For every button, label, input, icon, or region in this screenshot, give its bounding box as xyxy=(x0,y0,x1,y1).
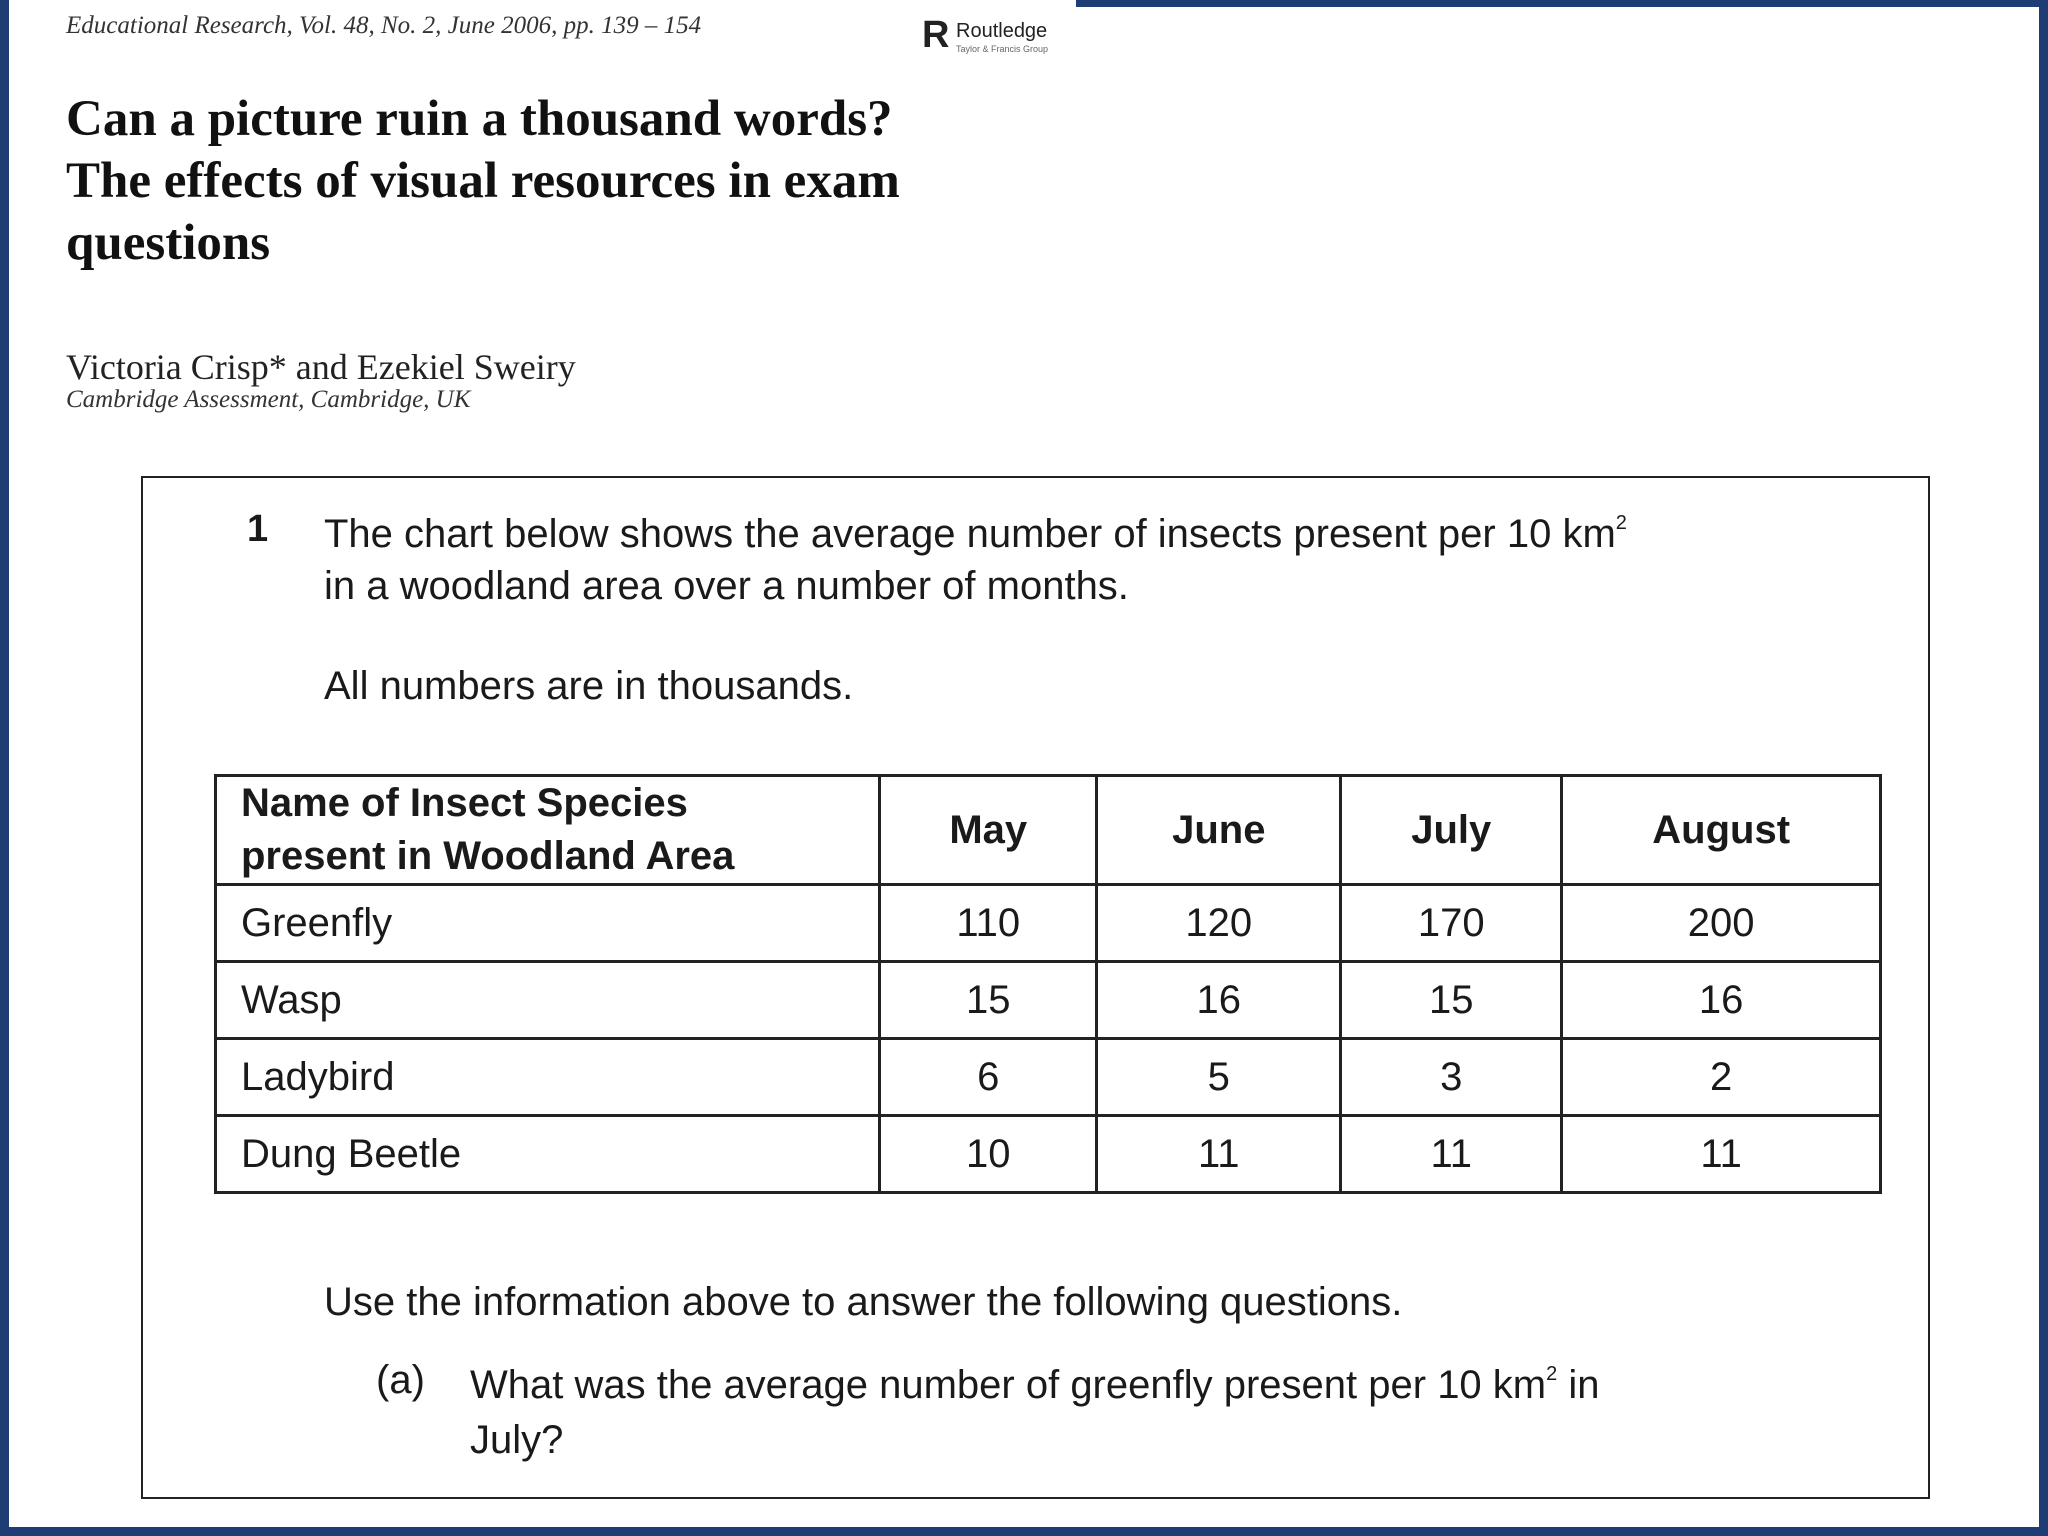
publisher-name: Routledge xyxy=(956,20,1048,42)
part-a-line1: What was the average number of greenfly … xyxy=(470,1363,1600,1407)
insect-data-table: Name of Insect Species present in Woodla… xyxy=(214,774,1882,1194)
value-cell: 6 xyxy=(877,1037,1099,1117)
value-cell: 200 xyxy=(1560,883,1882,963)
species-column-header: Name of Insect Species present in Woodla… xyxy=(214,774,881,886)
value-cell: 2 xyxy=(1560,1037,1882,1117)
table-row: Ladybird 6 5 3 2 xyxy=(214,1037,1882,1117)
page-frame-top xyxy=(1076,0,2048,7)
value-cell: 16 xyxy=(1095,960,1343,1040)
value-cell: 170 xyxy=(1339,883,1564,963)
value-cell: 10 xyxy=(877,1114,1099,1194)
part-a-label: (a) xyxy=(376,1358,425,1402)
page-frame-left xyxy=(0,0,9,1536)
table-row: Wasp 15 16 15 16 xyxy=(214,960,1882,1040)
title-line: questions xyxy=(66,215,271,271)
page-frame-right xyxy=(2039,0,2048,1536)
question-intro: The chart below shows the average number… xyxy=(324,508,1884,612)
exam-question-figure: 1 The chart below shows the average numb… xyxy=(141,476,1930,1499)
value-cell: 3 xyxy=(1339,1037,1564,1117)
species-cell: Greenfly xyxy=(214,883,881,963)
title-line: Can a picture ruin a thousand words? xyxy=(66,91,893,147)
value-cell: 5 xyxy=(1095,1037,1343,1117)
publisher-subtitle: Taylor & Francis Group xyxy=(956,44,1049,54)
month-header: May xyxy=(877,774,1099,886)
units-note: All numbers are in thousands. xyxy=(324,664,854,708)
species-cell: Dung Beetle xyxy=(214,1114,881,1194)
month-header: June xyxy=(1095,774,1343,886)
authors: Victoria Crisp* and Ezekiel Sweiry xyxy=(66,347,576,387)
value-cell: 16 xyxy=(1560,960,1882,1040)
table-header-row: Name of Insect Species present in Woodla… xyxy=(214,774,1882,886)
value-cell: 11 xyxy=(1095,1114,1343,1194)
affiliation: Cambridge Assessment, Cambridge, UK xyxy=(66,386,471,413)
species-cell: Wasp xyxy=(214,960,881,1040)
title-line: The effects of visual resources in exam xyxy=(66,153,900,209)
part-a-question: What was the average number of greenfly … xyxy=(470,1358,1870,1468)
value-cell: 15 xyxy=(877,960,1099,1040)
species-cell: Ladybird xyxy=(214,1037,881,1117)
question-number: 1 xyxy=(247,508,269,550)
month-header: August xyxy=(1560,774,1882,886)
value-cell: 11 xyxy=(1560,1114,1882,1194)
value-cell: 110 xyxy=(877,883,1099,963)
question-intro-line1: The chart below shows the average number… xyxy=(324,512,1627,556)
part-a-line2: July? xyxy=(470,1418,564,1462)
page-frame-bottom xyxy=(0,1527,2048,1536)
question-intro-line2: in a woodland area over a number of mont… xyxy=(324,564,1129,608)
article-title: Can a picture ruin a thousand words? The… xyxy=(66,88,1166,274)
value-cell: 120 xyxy=(1095,883,1343,963)
publisher-logo: R Routledge Taylor & Francis Group xyxy=(922,14,1072,62)
table-row: Greenfly 110 120 170 200 xyxy=(214,883,1882,963)
journal-citation: Educational Research, Vol. 48, No. 2, Ju… xyxy=(66,12,702,39)
value-cell: 15 xyxy=(1339,960,1564,1040)
instructions: Use the information above to answer the … xyxy=(324,1280,1403,1324)
value-cell: 11 xyxy=(1339,1114,1564,1194)
month-header: July xyxy=(1339,774,1564,886)
table-row: Dung Beetle 10 11 11 11 xyxy=(214,1114,1882,1194)
routledge-logo-icon: R xyxy=(922,14,950,56)
